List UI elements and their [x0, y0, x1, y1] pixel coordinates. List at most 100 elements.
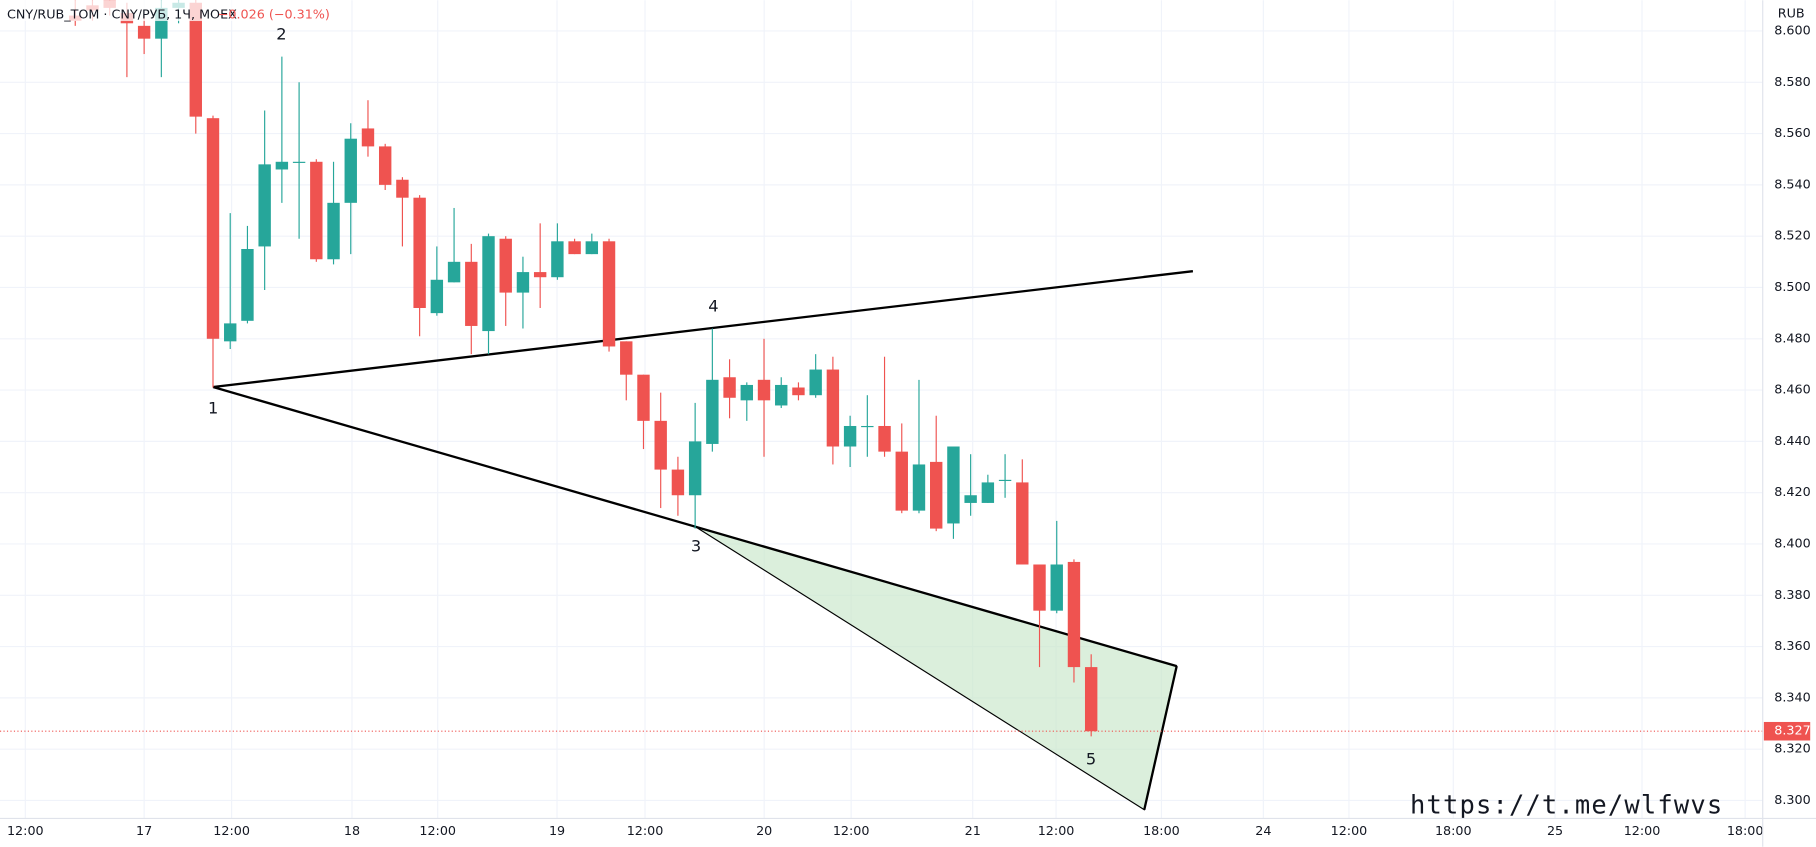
candle-body	[344, 138, 357, 203]
overlay: CNY/RUB_TOM · CNY/РУБ, 1Ч, MOEX −0.026 (…	[0, 0, 1805, 821]
candle-body	[947, 446, 960, 524]
x-tick-label: 21	[965, 824, 981, 839]
candle-body	[723, 377, 736, 398]
candles: 8.327	[0, 0, 1811, 741]
y-tick-label: 8.500	[1774, 280, 1810, 295]
x-tick-label: 25	[1547, 824, 1563, 839]
x-tick-label: 18:00	[1727, 824, 1764, 839]
y-tick-label: 8.360	[1774, 639, 1810, 654]
candle-body	[465, 261, 478, 326]
candle-body	[688, 441, 702, 496]
candle-body	[551, 241, 564, 278]
y-tick-label: 8.400	[1774, 536, 1810, 551]
candle-body	[482, 236, 495, 332]
y-tick-label: 8.560	[1774, 126, 1810, 141]
candle-body	[361, 128, 375, 147]
candle-body	[1033, 564, 1046, 611]
candle-body	[137, 25, 151, 39]
candle-body	[1016, 482, 1029, 565]
y-tick-label: 8.460	[1774, 383, 1810, 398]
candle-body	[585, 241, 599, 255]
last-price-box	[1763, 721, 1811, 741]
x-tick-label: 18:00	[1435, 824, 1472, 839]
y-tick-label: 8.300	[1774, 793, 1810, 808]
candle-body	[826, 369, 840, 447]
x-tick-label: 24	[1255, 824, 1271, 839]
x-tick-label: 12:00	[213, 824, 250, 839]
candle-body	[327, 202, 340, 260]
trend-line	[212, 270, 1194, 389]
trend-line	[1143, 665, 1178, 811]
candle-body	[413, 197, 426, 308]
candle-body	[740, 384, 753, 401]
candle-body	[843, 425, 857, 447]
last-price-label: 8.327	[1774, 724, 1810, 739]
x-tick-label: 12:00	[7, 824, 44, 839]
candle-body	[310, 161, 323, 260]
watermark: https://t.me/wlfwvs	[1410, 790, 1723, 820]
x-tick-label: 18:00	[1143, 824, 1180, 839]
candle-body	[396, 179, 409, 198]
candle-body	[1067, 561, 1081, 668]
candle-body	[637, 374, 650, 421]
candle-body	[292, 161, 306, 163]
candle-body	[895, 451, 908, 511]
candle-body	[499, 238, 512, 293]
y-tick-label: 8.320	[1774, 742, 1810, 757]
candle-body	[912, 464, 926, 511]
candle-body	[189, 2, 202, 117]
x-tick-label: 12:00	[1038, 824, 1075, 839]
candle-body	[706, 379, 719, 444]
y-tick-label: 8.580	[1774, 75, 1810, 90]
candle-body	[861, 425, 874, 428]
x-tick-label: 12:00	[833, 824, 870, 839]
y-tick-label: 8.480	[1774, 331, 1810, 346]
candle-body	[878, 425, 891, 452]
x-tick-label: 19	[549, 824, 565, 839]
change-label: −0.026 (−0.31%)	[218, 8, 330, 23]
y-tick-label: 8.600	[1774, 23, 1810, 38]
candle-body	[447, 261, 461, 283]
candle-body	[671, 469, 685, 496]
candle-body	[258, 164, 271, 247]
candle-body	[275, 161, 289, 170]
x-tick-label: 20	[756, 824, 772, 839]
candle-body	[602, 241, 616, 347]
currency-label: RUB	[1778, 7, 1805, 22]
x-tick-label: 12:00	[1331, 824, 1368, 839]
y-tick-label: 8.340	[1774, 690, 1810, 705]
wave-label: 4	[708, 297, 718, 316]
candle-body	[981, 482, 995, 503]
candle-body	[757, 379, 771, 401]
candle-body	[533, 272, 547, 278]
wave-label: 1	[208, 399, 218, 418]
candle-body	[998, 479, 1012, 482]
candle-body	[1084, 667, 1098, 732]
y-tick-label: 8.520	[1774, 229, 1810, 244]
candle-body	[964, 495, 977, 503]
y-tick-label: 8.420	[1774, 485, 1810, 500]
candle-body	[206, 118, 220, 339]
candle-body	[930, 461, 943, 529]
candle-body	[224, 323, 237, 342]
candle-body	[241, 248, 254, 321]
x-tick-label: 12:00	[419, 824, 456, 839]
pattern-fill	[695, 526, 1178, 811]
legend-bg	[0, 0, 311, 22]
candle-body	[620, 341, 633, 375]
candle-body	[430, 279, 444, 314]
candle-body	[1050, 564, 1063, 611]
y-tick-label: 8.440	[1774, 434, 1810, 449]
candle-body	[378, 146, 392, 185]
candle-body	[516, 272, 530, 293]
wave-label: 5	[1086, 749, 1096, 768]
candle-body	[654, 420, 667, 470]
candle-body	[775, 384, 788, 406]
x-tick-label: 18	[344, 824, 360, 839]
candle-body	[809, 369, 822, 396]
y-tick-label: 8.380	[1774, 588, 1810, 603]
